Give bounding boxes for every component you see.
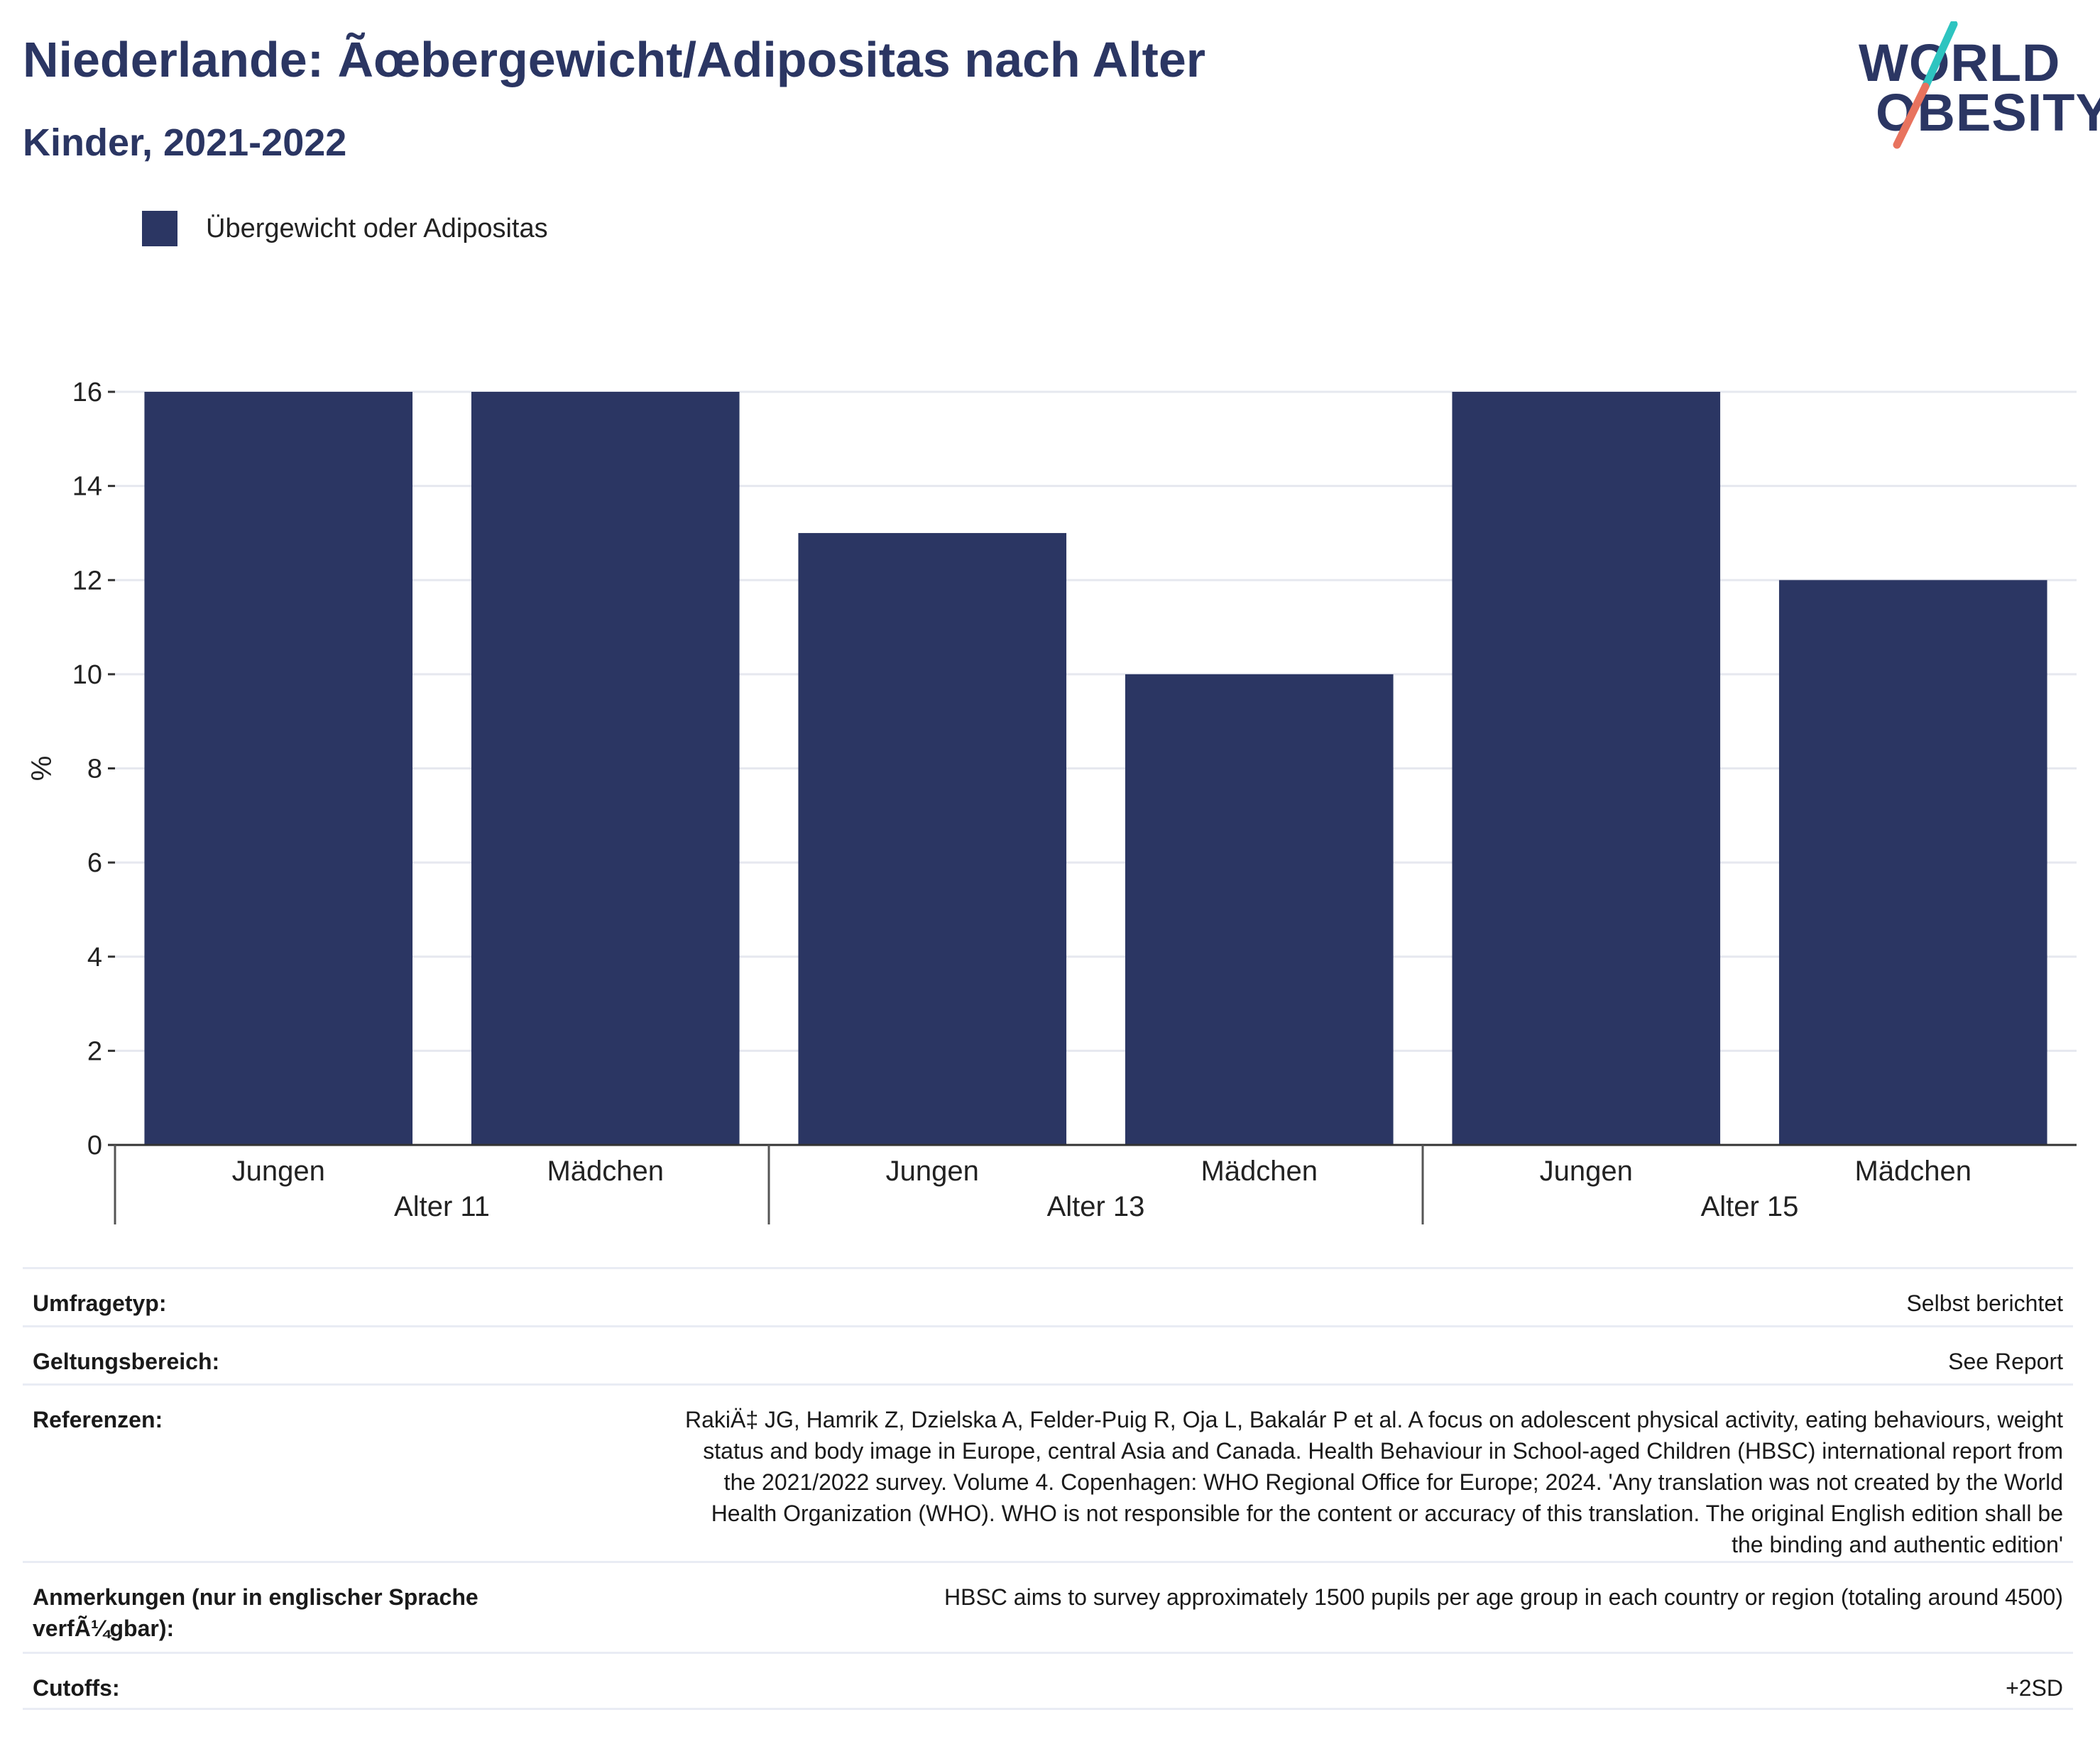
reference-line: status and body image in Europe, central… bbox=[703, 1438, 2063, 1464]
bars bbox=[144, 392, 2047, 1145]
bar-chart: 0 2 4 6 8 10 12 14 16% Jungen Mädchen Alter 11 Junge… bbox=[26, 378, 2077, 1224]
y-tick-label: 0 bbox=[87, 1131, 102, 1161]
y-tick-label: 10 bbox=[72, 660, 102, 690]
legend-swatch bbox=[142, 211, 177, 246]
y-tick-label: 2 bbox=[87, 1036, 102, 1066]
bar bbox=[471, 392, 740, 1145]
meta-row-references: Referenzen: RakiÄ‡ JG, Hamrik Z, Dzielsk… bbox=[23, 1383, 2073, 1561]
y-tick-label: 14 bbox=[72, 472, 102, 502]
reference-line: the binding and authentic edition' bbox=[1732, 1532, 2063, 1557]
bar bbox=[1452, 392, 1721, 1145]
bar bbox=[798, 532, 1067, 1145]
meta-label: Geltungsbereich: bbox=[33, 1349, 220, 1374]
group-label: Alter 15 bbox=[1701, 1191, 1799, 1222]
meta-label: Umfragetyp: bbox=[33, 1290, 167, 1316]
y-axis-label: % bbox=[26, 756, 58, 782]
meta-value: See Report bbox=[1948, 1349, 2063, 1374]
meta-value: HBSC aims to survey approximately 1500 p… bbox=[944, 1584, 2063, 1610]
world-obesity-logo: WORLD OBESITY bbox=[1853, 21, 2100, 149]
meta-row-coverage: Geltungsbereich: See Report bbox=[23, 1325, 2073, 1383]
y-tick-label: 16 bbox=[72, 378, 102, 407]
y-tick-label: 8 bbox=[87, 755, 102, 784]
y-tick-label: 12 bbox=[72, 566, 102, 596]
notes-label-line: verfÃ¼gbar): bbox=[33, 1616, 175, 1641]
logo-word-world: WORLD bbox=[1859, 33, 2061, 92]
y-tick-label: 6 bbox=[87, 848, 102, 878]
meta-label: Referenzen: bbox=[33, 1407, 163, 1432]
meta-label-notes: Anmerkungen (nur in englischer Sprache v… bbox=[33, 1581, 572, 1644]
reference-line: RakiÄ‡ JG, Hamrik Z, Dzielska A, Felder-… bbox=[684, 1407, 2063, 1432]
notes-label-line: Anmerkungen (nur in englischer Sprache bbox=[33, 1584, 478, 1610]
logo-slash-icon bbox=[1893, 21, 1958, 149]
x-tick-label: Jungen bbox=[232, 1156, 325, 1187]
meta-row-cutoffs: Cutoffs: +2SD bbox=[23, 1652, 2073, 1710]
group-label: Alter 13 bbox=[1047, 1191, 1145, 1222]
reference-line: the 2021/2022 survey. Volume 4. Copenhag… bbox=[723, 1469, 2063, 1495]
chart-subtitle: Kinder, 2021-2022 bbox=[23, 121, 347, 164]
x-tick-label: Jungen bbox=[886, 1156, 979, 1187]
x-tick-label: Mädchen bbox=[547, 1156, 664, 1187]
reference-line: Health Organization (WHO). WHO is not re… bbox=[711, 1501, 2063, 1526]
y-tick-label: 4 bbox=[87, 943, 102, 972]
meta-value: +2SD bbox=[2006, 1675, 2063, 1701]
bar bbox=[1125, 674, 1394, 1145]
meta-row-survey-type: Umfragetyp: Selbst berichtet bbox=[23, 1267, 2073, 1325]
group-label: Alter 11 bbox=[394, 1191, 490, 1222]
bar bbox=[144, 392, 413, 1145]
legend: Übergewicht oder Adipositas bbox=[142, 210, 548, 247]
x-tick-label: Jungen bbox=[1540, 1156, 1633, 1187]
axis-labels: 0 2 4 6 8 10 12 14 16% Jungen Mädchen Alter 11 Junge… bbox=[26, 378, 1972, 1222]
meta-label: Cutoffs: bbox=[33, 1675, 120, 1701]
metadata-table: Umfragetyp: Selbst berichtet Geltungsber… bbox=[23, 1267, 2073, 1710]
meta-value-references: RakiÄ‡ JG, Hamrik Z, Dzielska A, Felder-… bbox=[601, 1404, 2063, 1560]
x-tick-label: Mädchen bbox=[1201, 1156, 1318, 1187]
axes bbox=[108, 390, 2077, 1224]
meta-row-notes: Anmerkungen (nur in englischer Sprache v… bbox=[23, 1561, 2073, 1652]
gridlines bbox=[115, 390, 2077, 1052]
meta-value: Selbst berichtet bbox=[1906, 1290, 2063, 1316]
chart-title: Niederlande: Ãœbergewicht/Adipositas nac… bbox=[23, 32, 1206, 87]
legend-label: Übergewicht oder Adipositas bbox=[206, 213, 548, 243]
x-tick-label: Mädchen bbox=[1854, 1156, 1972, 1187]
bar bbox=[1778, 580, 2047, 1145]
